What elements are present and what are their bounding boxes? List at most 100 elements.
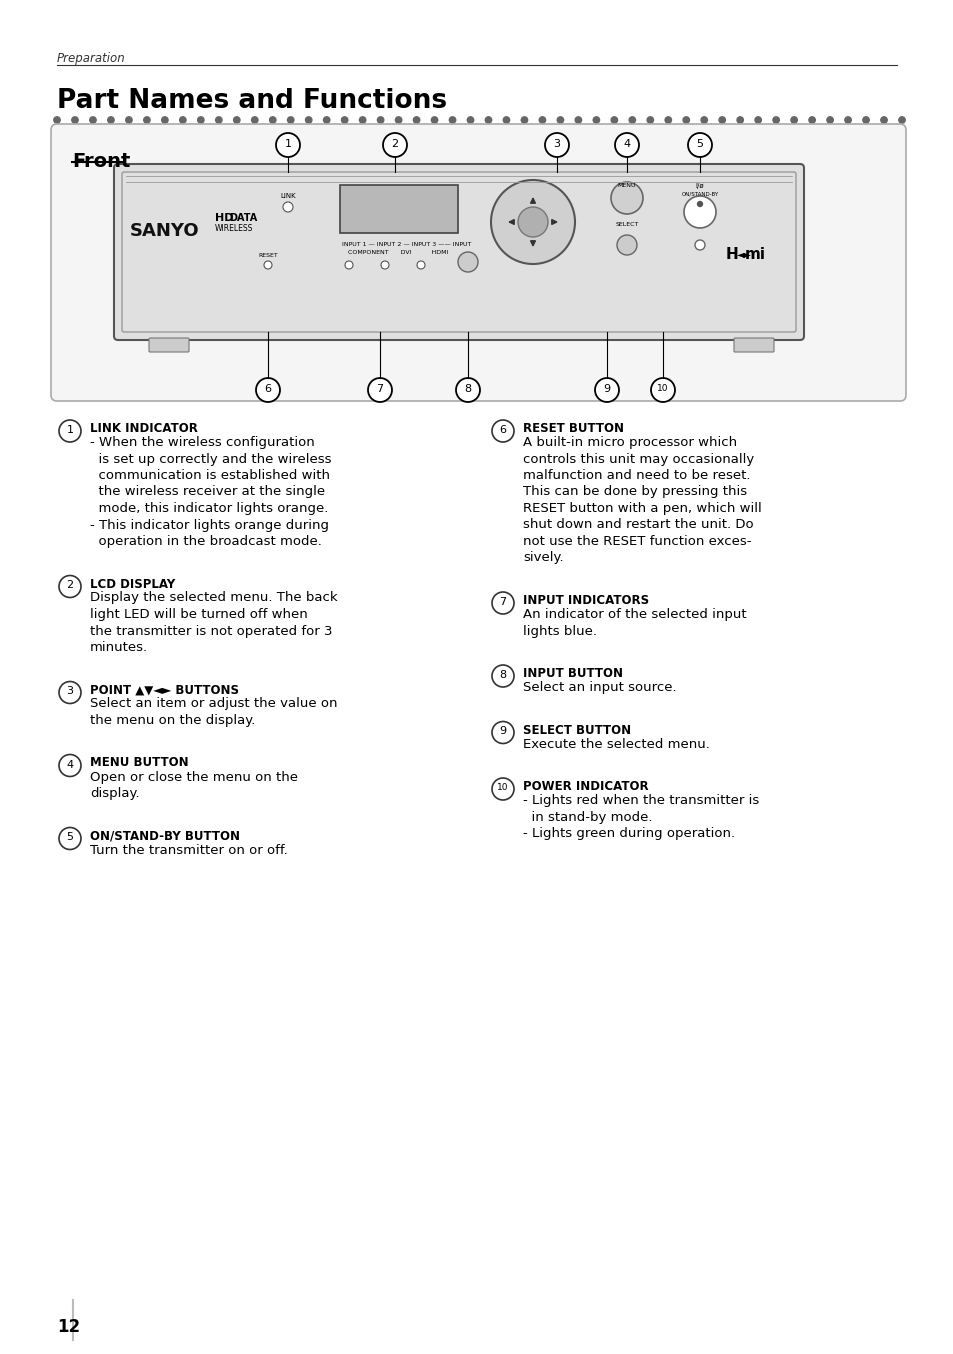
- Circle shape: [456, 378, 479, 402]
- Text: 3: 3: [67, 686, 73, 696]
- Circle shape: [646, 116, 653, 123]
- Text: minutes.: minutes.: [90, 640, 148, 654]
- Text: LINK INDICATOR: LINK INDICATOR: [90, 422, 197, 435]
- Text: INPUT BUTTON: INPUT BUTTON: [522, 668, 622, 680]
- Circle shape: [700, 116, 707, 123]
- Circle shape: [305, 116, 312, 123]
- FancyBboxPatch shape: [113, 164, 803, 340]
- Circle shape: [233, 116, 240, 123]
- Text: RESET BUTTON: RESET BUTTON: [522, 422, 623, 435]
- Text: LINK: LINK: [280, 194, 295, 199]
- Circle shape: [59, 420, 81, 441]
- Text: 6: 6: [264, 385, 272, 394]
- Circle shape: [492, 665, 514, 686]
- Text: 8: 8: [464, 385, 471, 394]
- FancyBboxPatch shape: [149, 338, 189, 352]
- Text: Select an item or adjust the value on: Select an item or adjust the value on: [90, 697, 337, 711]
- Circle shape: [593, 116, 598, 123]
- Text: Preparation: Preparation: [57, 51, 126, 65]
- Circle shape: [610, 181, 642, 214]
- Text: An indicator of the selected input: An indicator of the selected input: [522, 608, 746, 621]
- Text: 10: 10: [657, 385, 668, 393]
- Text: MENU: MENU: [618, 183, 636, 188]
- Circle shape: [270, 116, 275, 123]
- Text: mi: mi: [744, 246, 765, 263]
- Text: DATA: DATA: [229, 213, 257, 223]
- Circle shape: [380, 261, 389, 269]
- Text: INPUT 1 — INPUT 2 — INPUT 3 —— INPUT: INPUT 1 — INPUT 2 — INPUT 3 —— INPUT: [341, 242, 471, 246]
- Circle shape: [683, 196, 716, 227]
- Circle shape: [283, 202, 293, 213]
- Circle shape: [382, 133, 407, 157]
- Text: is set up correctly and the wireless: is set up correctly and the wireless: [90, 452, 331, 466]
- Text: 2: 2: [391, 139, 398, 149]
- Circle shape: [485, 116, 491, 123]
- Text: controls this unit may occasionally: controls this unit may occasionally: [522, 452, 754, 466]
- Text: 1: 1: [67, 425, 73, 435]
- Text: 8: 8: [499, 670, 506, 680]
- Circle shape: [844, 116, 850, 123]
- Text: Open or close the menu on the: Open or close the menu on the: [90, 770, 297, 784]
- Circle shape: [754, 116, 760, 123]
- FancyBboxPatch shape: [51, 125, 905, 401]
- Circle shape: [144, 116, 150, 123]
- Circle shape: [323, 116, 330, 123]
- Text: Turn the transmitter on or off.: Turn the transmitter on or off.: [90, 844, 288, 857]
- Circle shape: [575, 116, 581, 123]
- Circle shape: [682, 116, 689, 123]
- Circle shape: [457, 252, 477, 272]
- Circle shape: [413, 116, 419, 123]
- Text: - When the wireless configuration: - When the wireless configuration: [90, 436, 314, 450]
- Circle shape: [898, 116, 904, 123]
- FancyBboxPatch shape: [733, 338, 773, 352]
- Text: SANYO: SANYO: [130, 222, 199, 240]
- Text: the wireless receiver at the single: the wireless receiver at the single: [90, 486, 325, 498]
- Text: malfunction and need to be reset.: malfunction and need to be reset.: [522, 468, 750, 482]
- Circle shape: [615, 133, 639, 157]
- Text: 5: 5: [696, 139, 702, 149]
- Circle shape: [538, 116, 545, 123]
- Text: 6: 6: [499, 425, 506, 435]
- Circle shape: [215, 116, 222, 123]
- Circle shape: [491, 180, 575, 264]
- Text: 4: 4: [622, 139, 630, 149]
- Text: H: H: [725, 246, 738, 263]
- Text: LCD DISPLAY: LCD DISPLAY: [90, 578, 175, 590]
- Text: 12: 12: [57, 1317, 80, 1336]
- Circle shape: [179, 116, 186, 123]
- Circle shape: [71, 116, 78, 123]
- Circle shape: [880, 116, 886, 123]
- Circle shape: [697, 202, 701, 207]
- Text: sively.: sively.: [522, 551, 563, 565]
- Circle shape: [395, 116, 401, 123]
- Text: 9: 9: [603, 385, 610, 394]
- Circle shape: [595, 378, 618, 402]
- Circle shape: [687, 133, 711, 157]
- Text: 3: 3: [553, 139, 560, 149]
- Circle shape: [255, 378, 280, 402]
- Text: ◄►: ◄►: [737, 249, 751, 259]
- Text: POINT ▲▼◄► BUTTONS: POINT ▲▼◄► BUTTONS: [90, 684, 239, 696]
- Circle shape: [664, 116, 671, 123]
- Circle shape: [862, 116, 868, 123]
- Circle shape: [557, 116, 563, 123]
- Circle shape: [467, 116, 474, 123]
- Text: WIRELESS: WIRELESS: [214, 223, 253, 233]
- Text: This can be done by pressing this: This can be done by pressing this: [522, 486, 746, 498]
- Circle shape: [416, 261, 424, 269]
- Text: INPUT INDICATORS: INPUT INDICATORS: [522, 594, 648, 607]
- Circle shape: [161, 116, 168, 123]
- Circle shape: [108, 116, 114, 123]
- Text: 9: 9: [499, 727, 506, 737]
- Circle shape: [492, 722, 514, 743]
- Circle shape: [808, 116, 815, 123]
- Text: POWER INDICATOR: POWER INDICATOR: [522, 780, 648, 793]
- Circle shape: [341, 116, 348, 123]
- Text: mode, this indicator lights orange.: mode, this indicator lights orange.: [90, 502, 328, 515]
- Circle shape: [59, 827, 81, 849]
- Circle shape: [695, 240, 704, 250]
- Circle shape: [377, 116, 383, 123]
- Text: - Lights green during operation.: - Lights green during operation.: [522, 827, 735, 839]
- Circle shape: [492, 420, 514, 441]
- Text: SELECT: SELECT: [615, 222, 638, 227]
